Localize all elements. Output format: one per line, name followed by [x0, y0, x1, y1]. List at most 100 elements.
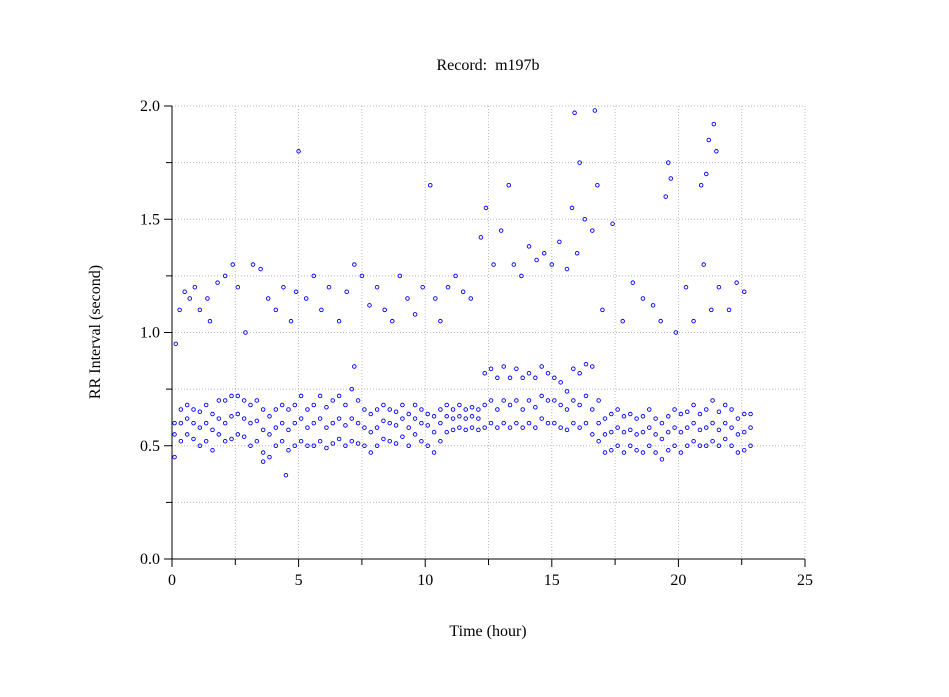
point	[205, 296, 210, 301]
point	[178, 407, 184, 412]
x-tick-label: 15	[544, 572, 560, 589]
point	[286, 448, 291, 453]
point	[691, 420, 696, 426]
point	[182, 289, 187, 294]
point	[495, 375, 500, 381]
point	[482, 371, 487, 376]
point	[583, 420, 589, 426]
point	[488, 398, 494, 403]
point	[697, 427, 703, 433]
y-tick-label: 0.5	[140, 438, 160, 455]
point	[431, 450, 437, 455]
point	[615, 443, 620, 449]
point	[678, 450, 684, 455]
point	[468, 296, 474, 301]
point	[248, 420, 253, 426]
point	[659, 457, 665, 462]
point	[431, 429, 437, 435]
point	[197, 443, 203, 449]
point	[628, 427, 633, 433]
point	[215, 280, 220, 285]
point	[590, 228, 595, 233]
point	[349, 438, 355, 444]
point	[457, 402, 462, 408]
x-tick-label: 0	[168, 572, 176, 589]
point	[382, 307, 387, 313]
point	[583, 393, 589, 399]
point	[722, 436, 728, 442]
point	[666, 429, 671, 435]
point	[222, 438, 228, 444]
point	[311, 443, 317, 449]
point	[609, 411, 614, 417]
point	[628, 443, 633, 449]
point	[621, 429, 627, 435]
point	[602, 450, 608, 455]
point	[197, 425, 203, 430]
point	[545, 398, 551, 403]
point	[710, 398, 715, 403]
point	[539, 416, 544, 421]
point	[748, 411, 753, 417]
point	[273, 443, 279, 449]
point	[444, 414, 449, 419]
point	[260, 407, 266, 412]
point	[279, 420, 285, 426]
point	[697, 443, 703, 449]
point	[229, 414, 234, 419]
x-tick-label: 25	[797, 572, 813, 589]
point	[640, 296, 646, 301]
point	[355, 441, 361, 446]
point	[210, 427, 215, 433]
point	[710, 420, 715, 426]
point	[303, 296, 309, 301]
point	[526, 244, 532, 249]
point	[381, 436, 386, 442]
point	[678, 411, 684, 417]
point	[406, 443, 411, 449]
point	[192, 284, 198, 290]
point	[419, 420, 424, 426]
point	[501, 398, 506, 403]
point	[596, 420, 601, 426]
point	[609, 448, 614, 453]
point	[419, 438, 424, 444]
point	[445, 284, 451, 290]
point	[463, 416, 468, 421]
point	[187, 296, 192, 301]
point	[317, 393, 323, 399]
point	[305, 443, 310, 449]
point	[558, 380, 563, 385]
point	[241, 434, 247, 439]
point	[691, 438, 696, 444]
point	[501, 420, 506, 426]
point	[343, 423, 348, 428]
point	[602, 432, 608, 437]
point	[406, 411, 411, 417]
point	[330, 420, 336, 426]
point	[640, 429, 646, 435]
point	[577, 160, 582, 165]
point	[298, 416, 304, 421]
point	[305, 407, 310, 412]
point	[248, 443, 253, 449]
point	[450, 407, 456, 412]
point	[393, 409, 399, 415]
point	[374, 407, 380, 412]
point	[514, 398, 519, 403]
point	[704, 407, 709, 412]
point	[317, 438, 323, 444]
point	[368, 450, 374, 455]
point	[572, 110, 577, 116]
point	[279, 438, 285, 444]
point	[630, 280, 636, 285]
point	[457, 425, 462, 430]
point	[444, 402, 449, 408]
point	[590, 407, 595, 412]
point	[541, 250, 547, 256]
point	[729, 443, 734, 449]
point	[621, 450, 627, 455]
point	[659, 420, 665, 426]
point	[483, 205, 489, 211]
point	[564, 266, 570, 272]
